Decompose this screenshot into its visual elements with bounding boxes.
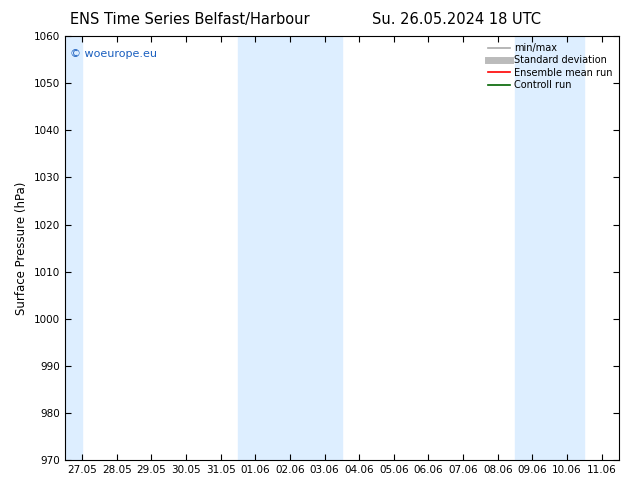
Bar [515, 36, 585, 460]
Bar [65, 36, 82, 460]
Legend: min/max, Standard deviation, Ensemble mean run, Controll run: min/max, Standard deviation, Ensemble me… [486, 41, 614, 92]
Bar [238, 36, 342, 460]
Text: © woeurope.eu: © woeurope.eu [70, 49, 157, 59]
Text: Su. 26.05.2024 18 UTC: Su. 26.05.2024 18 UTC [372, 12, 541, 27]
Text: ENS Time Series Belfast/Harbour: ENS Time Series Belfast/Harbour [70, 12, 310, 27]
Y-axis label: Surface Pressure (hPa): Surface Pressure (hPa) [15, 181, 28, 315]
